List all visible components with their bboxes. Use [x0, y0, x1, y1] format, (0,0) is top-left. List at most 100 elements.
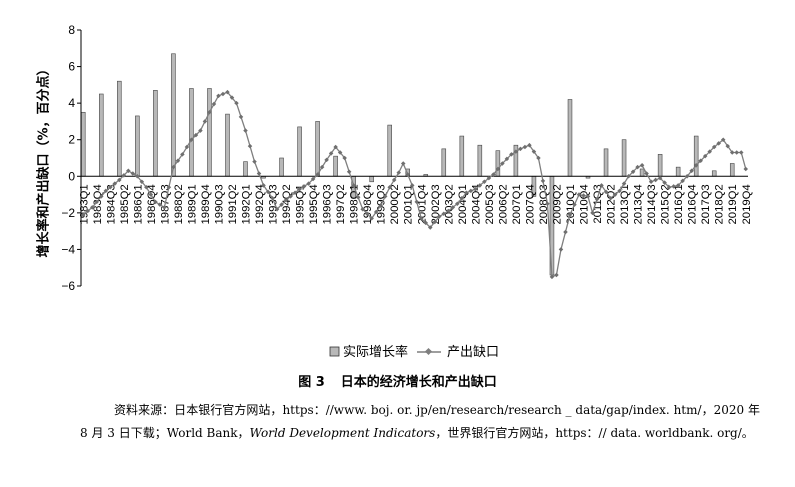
x-tick-label: 2005Q3 — [484, 184, 496, 224]
legend-bar-label: 实际增长率 — [343, 344, 408, 360]
output-gap-point — [400, 161, 406, 166]
growth-bar-2018 — [711, 170, 717, 177]
output-gap-point — [283, 197, 289, 203]
x-tick-label: 1993Q3 — [268, 184, 280, 224]
growth-bar-2010 — [567, 99, 573, 177]
output-gap-point — [360, 206, 365, 212]
output-gap-point — [256, 171, 262, 176]
x-tick-label: 2015Q2 — [660, 184, 672, 224]
growth-bar-2014 — [639, 168, 645, 177]
x-tick-label: 2001Q4 — [416, 184, 428, 224]
growth-bar-1986 — [135, 115, 140, 177]
x-tick-label: 1994Q2 — [281, 184, 293, 224]
x-tick-label: 2007Q4 — [524, 184, 536, 224]
legend-line-label: 产出缺口 — [447, 345, 499, 360]
output-gap-point — [328, 151, 334, 156]
growth-bar-2016 — [675, 166, 681, 177]
growth-bar-2005 — [477, 144, 483, 177]
x-tick-label: 2014Q3 — [646, 184, 658, 224]
x-tick-label: 1984Q3 — [105, 184, 117, 224]
output-gap-point — [423, 220, 429, 226]
output-gap-point — [738, 150, 744, 155]
output-gap-point — [229, 95, 235, 100]
output-gap-point — [378, 203, 383, 208]
y-tick-label: 6 — [68, 60, 75, 74]
output-gap-point — [369, 216, 374, 221]
output-gap-point — [247, 143, 253, 149]
y-axis-label: 增长率和产出缺口（%，百分点） — [36, 62, 52, 257]
x-tick-label: 2011Q3 — [592, 184, 604, 223]
growth-bar-2019 — [729, 163, 735, 177]
growth-bar-1992 — [243, 161, 248, 177]
growth-bar-1987 — [153, 90, 158, 177]
output-gap-point — [355, 195, 361, 200]
output-gap-point — [301, 184, 307, 189]
axes — [80, 30, 748, 286]
output-gap-point — [99, 194, 104, 199]
x-tick-label: 1996Q3 — [322, 184, 334, 224]
output-gap-point — [418, 216, 424, 221]
y-tick-label: −4 — [61, 242, 75, 256]
x-ticks: 1983Q1 1983Q4 1984Q3 1985Q2 1986Q1 1986Q4 1987… — [78, 184, 753, 224]
y-tick-label: 2 — [68, 133, 75, 147]
x-tick-label: 1992Q1 — [241, 184, 253, 224]
output-gap-point — [409, 183, 415, 188]
growth-bar-1995 — [297, 126, 302, 177]
growth-bar-2012 — [603, 148, 609, 177]
output-gap-point — [234, 100, 239, 106]
x-tick-label: 1983Q4 — [92, 184, 104, 224]
y-tick-label: 8 — [68, 23, 75, 37]
output-gap-point — [297, 186, 302, 192]
output-gap-point — [238, 114, 244, 120]
growth-bar-2015 — [657, 154, 663, 177]
x-tick-label: 1998Q4 — [362, 184, 374, 224]
x-tick-label: 1995Q4 — [308, 184, 320, 224]
x-tick-label: 2016Q1 — [673, 184, 685, 224]
output-gap-point — [387, 184, 392, 190]
output-gap-point — [80, 212, 86, 217]
output-gap-point — [437, 214, 442, 219]
x-tick-label: 2016Q4 — [687, 184, 699, 224]
x-tick-label: 2013Q4 — [633, 184, 645, 224]
growth-bar-2003 — [441, 148, 447, 177]
output-gap-point — [558, 247, 564, 252]
output-gap-point — [94, 199, 100, 205]
x-tick-label: 2010Q4 — [579, 184, 591, 224]
figure-title: 日本的经济增长和产出缺口 — [340, 375, 497, 390]
output-gap-point — [319, 164, 325, 170]
output-gap-point — [653, 177, 658, 183]
growth-bar-1990 — [207, 88, 212, 177]
output-gap-point — [337, 150, 343, 155]
x-tick-label: 2018Q2 — [714, 184, 726, 224]
x-tick-label: 1989Q1 — [186, 184, 198, 224]
output-gap-point — [405, 172, 411, 177]
growth-bar-2017 — [693, 135, 699, 177]
output-gap-point — [477, 183, 483, 188]
bar-series — [81, 53, 735, 276]
x-tick-label: 2000Q2 — [389, 184, 401, 224]
output-gap-point — [112, 181, 118, 186]
output-gap-point — [85, 208, 91, 214]
source-note: 资料来源：日本银行官方网站，https：//www. boj. or. jp/e… — [80, 399, 760, 445]
x-tick-label: 2004Q4 — [470, 184, 482, 224]
growth-bar-1984 — [99, 93, 104, 177]
output-gap-line — [82, 91, 747, 278]
output-gap-point — [428, 225, 433, 230]
output-gap-point — [450, 205, 456, 210]
y-tick-label: 4 — [68, 96, 75, 110]
output-gap-point — [486, 175, 492, 181]
growth-bar-1988 — [171, 53, 176, 177]
x-tick-label: 1986Q1 — [132, 184, 144, 224]
figure-number: 图 3 — [298, 375, 325, 390]
source-text-2: ，世界银行官方网站，https：// data. worldbank. org/… — [435, 426, 754, 440]
x-tick-label: 1998Q1 — [349, 184, 361, 224]
x-tick-label: 2003Q2 — [443, 184, 455, 224]
output-gap-point — [288, 194, 293, 199]
growth-bar-1989 — [189, 88, 194, 177]
legend-line-marker — [424, 347, 433, 356]
output-gap-point — [261, 183, 266, 188]
growth-bar-1996 — [315, 121, 320, 177]
output-gap-point — [103, 188, 109, 194]
